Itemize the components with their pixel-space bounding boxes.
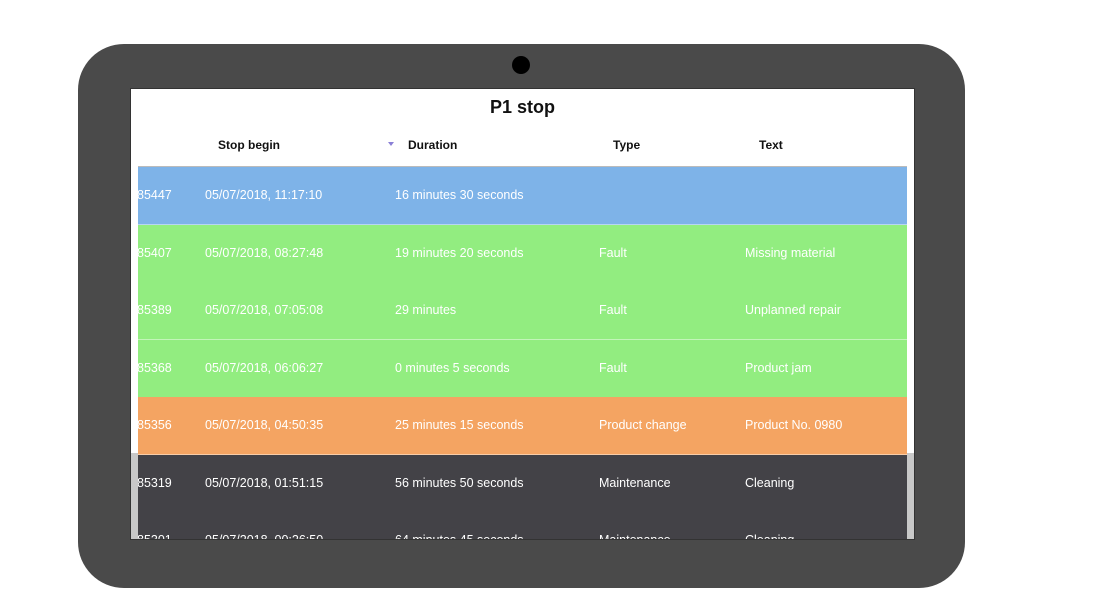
screen: P1 stop Stop begin Duration Type Text 85… (130, 88, 915, 540)
table-cell: 05/07/2018, 04:50:35 (205, 418, 324, 432)
table-cell: 05/07/2018, 11:17:10 (205, 188, 323, 202)
table-cell: 64 minutes 45 seconds (395, 533, 524, 540)
table-row[interactable]: 85319 05/07/2018, 01:51:15 56 minutes 50 s… (137, 454, 907, 513)
table-cell: 05/07/2018, 06:06:27 (205, 360, 324, 375)
header-divider (138, 166, 907, 167)
table-cell: Missing material (745, 245, 836, 260)
table-cell: 56 minutes 50 seconds (395, 475, 524, 490)
table-cell: 0 minutes 5 seconds (395, 360, 510, 375)
table-cell: 85356 (137, 418, 172, 432)
table-cell: Maintenance (599, 533, 671, 540)
table-row[interactable]: 85389 05/07/2018, 07:05:08 29 minutes Fault… (137, 282, 907, 340)
table-row[interactable]: 85356 05/07/2018, 04:50:35 25 minutes 15 s… (137, 397, 907, 455)
table-row[interactable]: 85447 05/07/2018, 11:17:10 16 minutes 30 s… (137, 167, 907, 225)
sort-indicator[interactable] (388, 142, 394, 146)
column-header[interactable]: Duration (408, 138, 458, 152)
table-row[interactable]: 85301 05/07/2018, 00:26:50 64 minutes 45 s… (137, 512, 907, 540)
column-header[interactable]: Text (759, 138, 783, 152)
table-cell: 85407 (137, 245, 172, 260)
table-row[interactable]: 85368 05/07/2018, 06:06:27 0 minutes 5 sec… (137, 339, 907, 398)
table-cell: Fault (599, 303, 627, 317)
table-title: P1 stop (489, 97, 555, 117)
table-cell: Cleaning (745, 475, 795, 490)
table-cell: 05/07/2018, 08:27:48 (205, 245, 324, 260)
table-cell: 05/07/2018, 07:05:08 (205, 303, 324, 317)
table-row[interactable]: 85407 05/07/2018, 08:27:48 19 minutes 20 s… (137, 224, 907, 283)
table-cell: 85319 (137, 475, 172, 490)
table-cell: 19 minutes 20 seconds (395, 245, 524, 260)
table-cell: Product No. 0980 (745, 418, 843, 432)
table-cell: Fault (599, 360, 627, 375)
table-cell: Unplanned repair (745, 303, 841, 317)
column-header[interactable]: Stop begin (218, 138, 280, 152)
table-cell: 29 minutes (395, 303, 457, 317)
camera (512, 56, 530, 74)
table-cell: Maintenance (599, 475, 671, 490)
table-cell: Product jam (745, 360, 812, 375)
table-cell: 85368 (137, 360, 172, 375)
table-cell: 85389 (137, 303, 172, 317)
table-cell: 85301 (137, 533, 172, 540)
table-cell: 85447 (137, 188, 172, 202)
scrollbar (131, 453, 138, 539)
scrollbar[interactable] (907, 453, 914, 539)
table-cell: 05/07/2018, 00:26:50 (205, 533, 324, 540)
table-cell: 25 minutes 15 seconds (395, 418, 524, 432)
table-cell: 05/07/2018, 01:51:15 (205, 475, 324, 490)
table-cell: 16 minutes 30 seconds (395, 188, 524, 202)
table-cell: Product change (599, 418, 687, 432)
column-header[interactable]: Type (613, 138, 641, 152)
table-cell: Cleaning (745, 533, 795, 540)
table-cell: Fault (599, 245, 627, 260)
